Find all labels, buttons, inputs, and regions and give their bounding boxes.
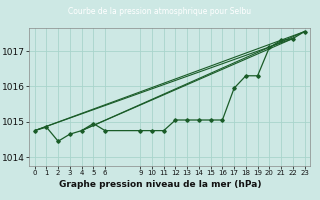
Text: Courbe de la pression atmosphrique pour Selbu: Courbe de la pression atmosphrique pour … <box>68 7 252 17</box>
Text: Graphe pression niveau de la mer (hPa): Graphe pression niveau de la mer (hPa) <box>59 180 261 189</box>
